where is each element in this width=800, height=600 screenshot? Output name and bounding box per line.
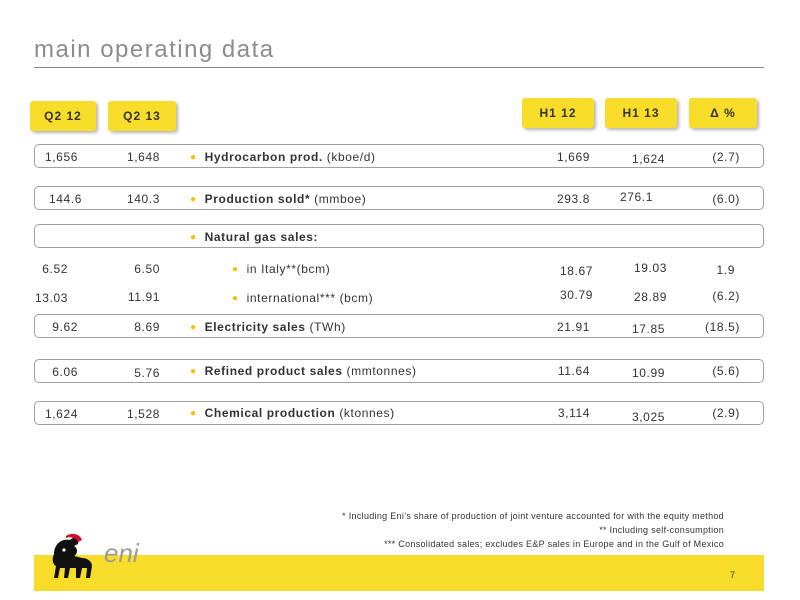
page-title: main operating data <box>34 36 275 63</box>
cell-q2-13: 6.50 <box>134 262 160 276</box>
six-legged-dog-logo-icon: eni <box>52 533 140 578</box>
row-box-hydrocarbon <box>34 144 764 168</box>
page-number: 7 <box>730 570 736 580</box>
bullet-icon: ● <box>190 408 197 419</box>
footnote-3: *** Consolidated sales; excludes E&P sal… <box>384 539 724 549</box>
row-box-refined-product <box>34 359 764 383</box>
logo-text: eni <box>104 538 140 568</box>
cell-q2-12: 1,624 <box>44 407 78 421</box>
bullet-icon: ● <box>190 194 197 205</box>
bullet-icon: ● <box>190 322 197 333</box>
cell-delta: (2.7) <box>712 150 740 164</box>
header-delta-percent: Δ % <box>689 98 757 128</box>
row-box-natural-gas <box>34 224 764 248</box>
row-label: ● Refined product sales (mmtonnes) <box>190 364 417 378</box>
cell-q2-13: 1,528 <box>126 407 160 421</box>
cell-h1-13: 19.03 <box>633 261 667 275</box>
cell-h1-13: 10.99 <box>631 366 665 380</box>
cell-h1-12: 30.79 <box>559 288 593 302</box>
cell-q2-12: 1,656 <box>44 150 78 164</box>
cell-delta: (18.5) <box>705 320 740 334</box>
cell-delta: (6.2) <box>712 289 740 303</box>
cell-q2-13: 140.3 <box>126 192 160 206</box>
cell-q2-12: 13.03 <box>34 291 68 305</box>
row-label: ● Electricity sales (TWh) <box>190 320 346 334</box>
bullet-icon: ● <box>190 232 197 243</box>
footnote-1: * Including Eni’s share of production of… <box>342 511 724 521</box>
cell-delta: (2.9) <box>712 406 740 420</box>
cell-h1-12: 293.8 <box>556 192 590 206</box>
eni-logo: eni <box>48 532 176 580</box>
cell-h1-13: 276.1 <box>619 190 653 204</box>
row-label: ● Chemical production (ktonnes) <box>190 406 395 420</box>
header-q2-13: Q2 13 <box>108 101 176 131</box>
cell-q2-12: 6.52 <box>42 262 68 276</box>
header-q2-12: Q2 12 <box>30 101 96 131</box>
cell-q2-12: 144.6 <box>48 192 82 206</box>
row-box-chemical <box>34 401 764 425</box>
cell-delta: 1.9 <box>716 263 735 277</box>
row-label: ● Natural gas sales: <box>190 230 319 244</box>
bullet-icon: ● <box>232 264 239 275</box>
title-divider <box>34 67 764 68</box>
cell-h1-12: 11.64 <box>557 364 590 378</box>
row-label: ● international*** (bcm) <box>232 291 374 305</box>
header-h1-13: H1 13 <box>605 98 677 128</box>
cell-h1-13: 28.89 <box>633 290 667 304</box>
row-label: ● in Italy**(bcm) <box>232 262 331 276</box>
cell-q2-12: 9.62 <box>52 320 78 334</box>
cell-h1-12: 18.67 <box>559 264 593 278</box>
cell-h1-13: 17.85 <box>631 322 665 336</box>
bullet-icon: ● <box>190 152 197 163</box>
cell-q2-12: 6.06 <box>52 365 78 379</box>
row-label: ● Production sold* (mmboe) <box>190 192 367 206</box>
cell-h1-12: 21.91 <box>556 320 590 334</box>
cell-delta: (5.6) <box>712 364 740 378</box>
cell-q2-13: 8.69 <box>134 320 160 334</box>
row-box-production-sold <box>34 186 764 210</box>
row-box-electricity <box>34 314 764 338</box>
bullet-icon: ● <box>232 293 239 304</box>
header-h1-12: H1 12 <box>522 98 594 128</box>
footnote-2: ** Including self-consumption <box>599 525 724 535</box>
bullet-icon: ● <box>190 366 197 377</box>
footer-band <box>34 555 764 591</box>
cell-q2-13: 5.76 <box>134 366 160 380</box>
cell-delta: (6.0) <box>712 192 740 206</box>
cell-h1-12: 1,669 <box>556 150 590 164</box>
cell-q2-13: 1,648 <box>126 150 160 164</box>
cell-h1-13: 1,624 <box>631 152 665 166</box>
row-label: ● Hydrocarbon prod. (kboe/d) <box>190 150 376 164</box>
cell-q2-13: 11.91 <box>127 290 160 304</box>
cell-h1-13: 3,025 <box>631 410 665 424</box>
cell-h1-12: 3,114 <box>557 406 590 420</box>
